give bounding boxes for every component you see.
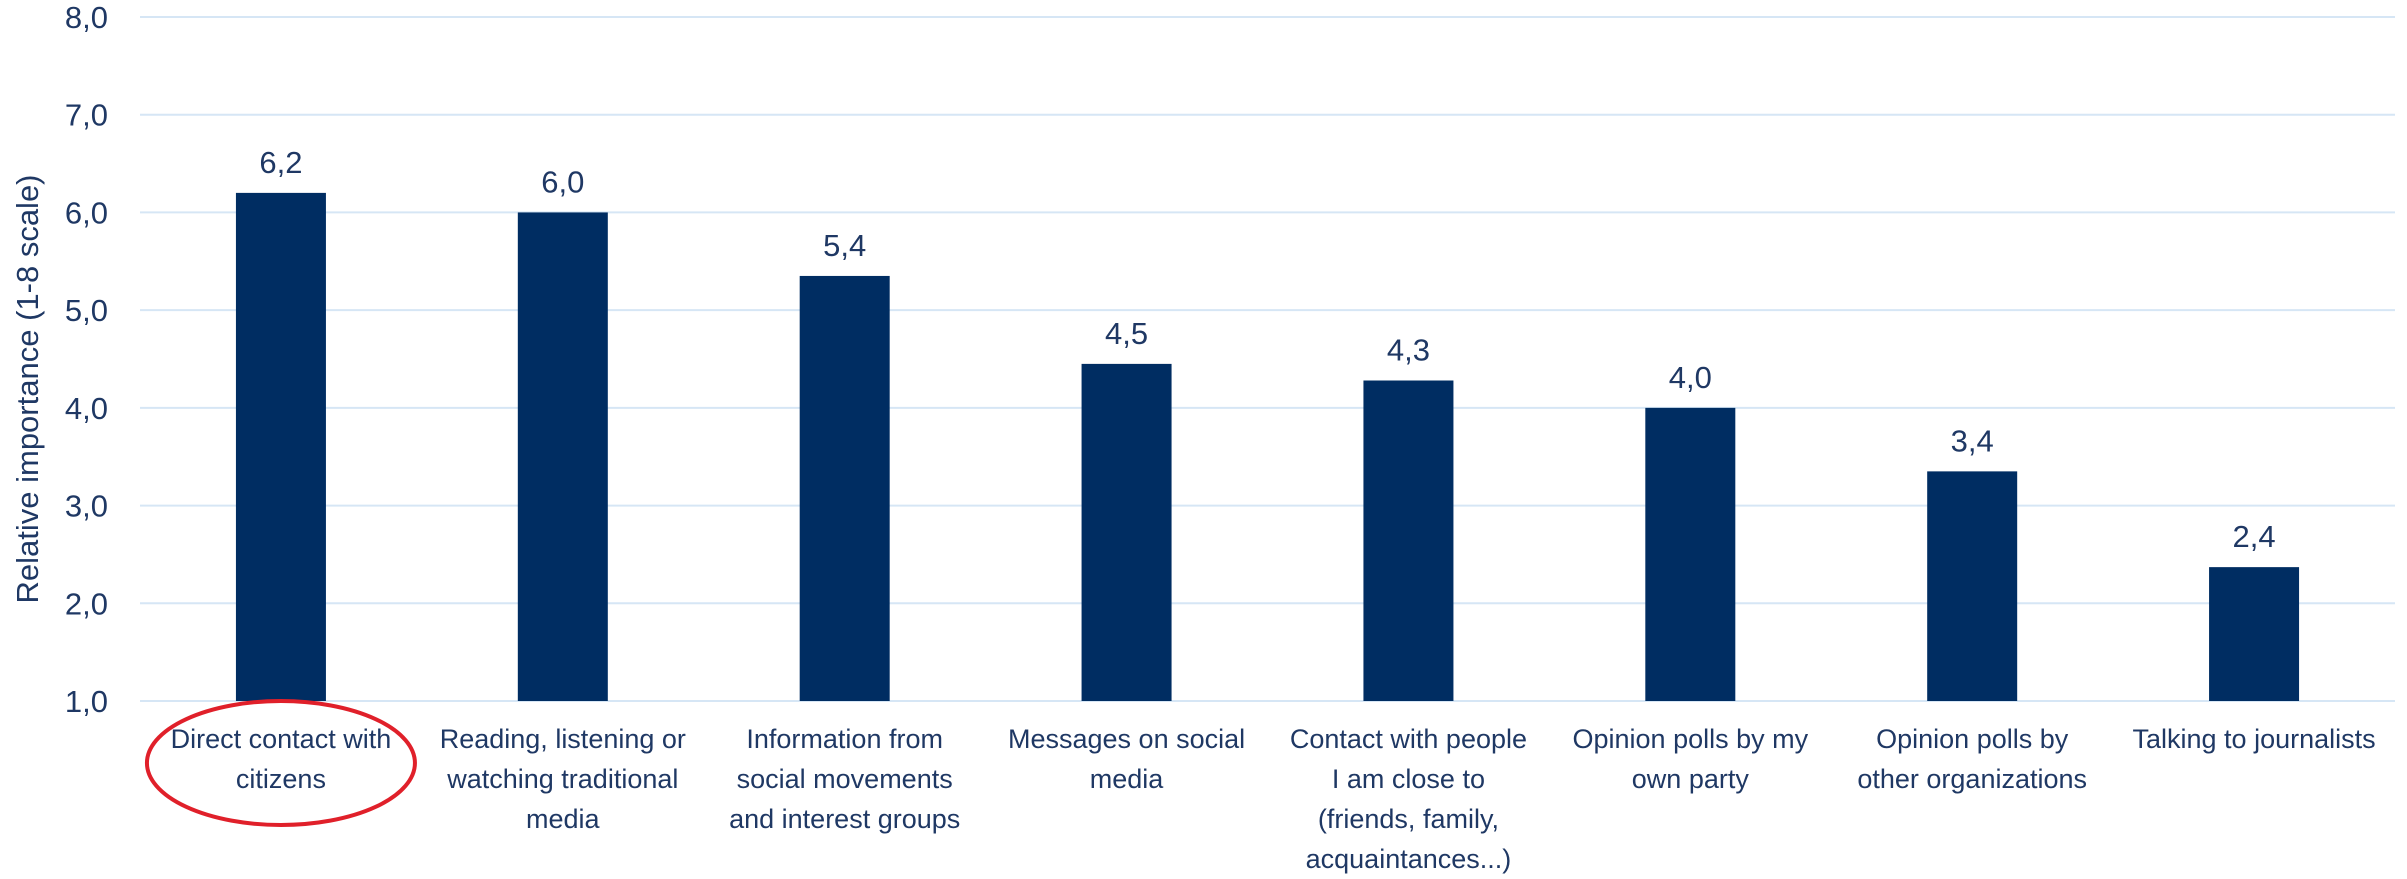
y-axis-title: Relative importance (1-8 scale) [10,174,45,603]
category-label: Opinion polls by my own party [1573,724,1809,794]
y-tick-label: 7,0 [65,98,108,133]
data-label: 5,4 [823,228,866,263]
x-axis-category-labels: Direct contact with citizens Reading, list… [171,724,2376,874]
data-label: 6,0 [541,164,584,199]
data-label: 2,4 [2233,519,2276,554]
y-tick-label: 5,0 [65,293,108,328]
y-tick-label: 4,0 [65,391,108,426]
highlight-annotation [144,699,417,827]
y-tick-label: 1,0 [65,684,108,719]
bar [1363,380,1454,701]
bar [2209,567,2300,701]
data-label: 4,3 [1387,332,1430,367]
bar [235,192,326,701]
category-label: Information from social movements and inte… [729,724,960,834]
bar [1081,363,1172,701]
data-label: 3,4 [1951,423,1994,458]
highlight-ellipse [144,699,417,827]
y-tick-label: 2,0 [65,586,108,621]
category-label: Talking to journalists [2133,724,2376,754]
bar [517,212,608,701]
y-tick-label: 8,0 [65,0,108,35]
category-label: Messages on social media [1008,724,1245,794]
bar [799,275,890,701]
gridlines [140,16,2395,702]
bar [1927,471,2018,701]
bar [1645,407,1736,701]
data-label: 6,2 [259,145,302,180]
category-label: Contact with people I am close to (friends… [1290,724,1527,874]
data-label: 4,0 [1669,360,1712,395]
category-label: Opinion polls by other organizations [1857,724,2087,794]
y-tick-label: 3,0 [65,489,108,524]
data-labels: 6,2 6,0 5,4 4,5 4,3 4,0 3,4 2,4 [259,145,2275,554]
data-label: 4,5 [1105,316,1148,351]
y-axis-tick-labels: 1,0 2,0 3,0 4,0 5,0 6,0 7,0 8,0 [65,0,108,719]
y-tick-label: 6,0 [65,195,108,230]
bars [235,192,2300,701]
category-label: Direct contact with citizens [171,724,392,794]
category-label: Reading, listening or watching traditiona… [440,724,686,834]
